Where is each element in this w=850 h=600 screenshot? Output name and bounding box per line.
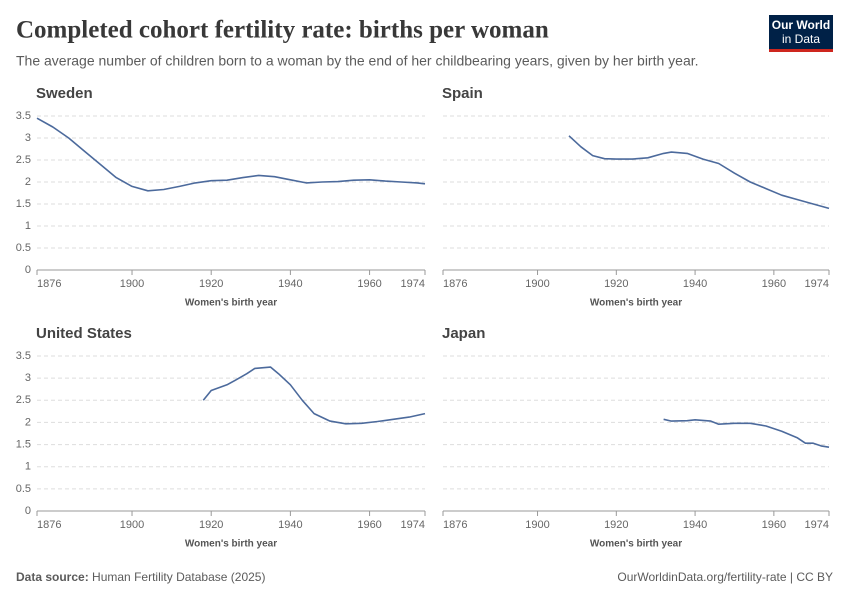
x-axis-label: Women's birth year bbox=[590, 298, 682, 309]
logo-bar bbox=[769, 49, 833, 52]
x-tick-label: 1920 bbox=[604, 519, 628, 531]
page-subtitle: The average number of children born to a… bbox=[16, 53, 699, 69]
y-tick-label: 3 bbox=[25, 372, 31, 384]
y-tick-label: 2 bbox=[25, 416, 31, 428]
source-label: Data source: bbox=[16, 570, 89, 584]
panel-title: United States bbox=[36, 325, 132, 342]
x-tick-label: 1974 bbox=[401, 278, 425, 290]
data-line bbox=[663, 418, 830, 448]
y-tick-label: 3.5 bbox=[16, 350, 31, 362]
x-tick-label: 1900 bbox=[525, 519, 549, 531]
x-tick-label: 1920 bbox=[199, 278, 223, 290]
x-tick-label: 1920 bbox=[604, 278, 628, 290]
logo-text: in Data bbox=[782, 32, 820, 46]
y-tick-label: 2 bbox=[25, 176, 31, 188]
panel-title: Japan bbox=[442, 325, 485, 342]
x-tick-label: 1900 bbox=[525, 278, 549, 290]
y-tick-label: 0.5 bbox=[16, 242, 31, 254]
source: Data source: Human Fertility Database (2… bbox=[16, 570, 265, 584]
logo-text: Our World bbox=[772, 18, 830, 32]
y-tick-label: 3.5 bbox=[16, 110, 31, 122]
x-axis-label: Women's birth year bbox=[185, 298, 277, 309]
panel-title: Sweden bbox=[36, 85, 93, 102]
panel-title: Spain bbox=[442, 85, 483, 102]
x-tick-label: 1876 bbox=[37, 278, 61, 290]
y-tick-label: 1 bbox=[25, 220, 31, 232]
logo[interactable]: Our World in Data bbox=[769, 15, 833, 52]
x-tick-label: 1940 bbox=[278, 278, 302, 290]
x-tick-label: 1940 bbox=[683, 519, 707, 531]
y-tick-label: 1.5 bbox=[16, 198, 31, 210]
x-tick-label: 1974 bbox=[401, 519, 425, 531]
x-axis-label: Women's birth year bbox=[185, 539, 277, 550]
logo-box bbox=[769, 15, 833, 52]
x-tick-label: 1876 bbox=[443, 519, 467, 531]
x-tick-label: 1900 bbox=[120, 519, 144, 531]
url[interactable]: OurWorldinData.org/fertility-rate | CC B… bbox=[617, 570, 833, 584]
x-tick-label: 1940 bbox=[683, 278, 707, 290]
x-tick-label: 1940 bbox=[278, 519, 302, 531]
x-tick-label: 1876 bbox=[37, 519, 61, 531]
x-tick-label: 1876 bbox=[443, 278, 467, 290]
x-tick-label: 1960 bbox=[762, 519, 786, 531]
data-line bbox=[202, 366, 426, 425]
x-tick-label: 1960 bbox=[357, 278, 381, 290]
y-tick-label: 3 bbox=[25, 132, 31, 144]
x-tick-label: 1974 bbox=[805, 519, 829, 531]
source-value: Human Fertility Database (2025) bbox=[92, 570, 265, 584]
y-tick-label: 2.5 bbox=[16, 394, 31, 406]
y-tick-label: 1 bbox=[25, 461, 31, 473]
data-line bbox=[568, 135, 830, 210]
x-tick-label: 1920 bbox=[199, 519, 223, 531]
y-tick-label: 1.5 bbox=[16, 438, 31, 450]
page-title: Completed cohort fertility rate: births … bbox=[16, 17, 549, 44]
x-tick-label: 1960 bbox=[762, 278, 786, 290]
x-axis-label: Women's birth year bbox=[590, 539, 682, 550]
y-tick-label: 0.5 bbox=[16, 483, 31, 495]
x-tick-label: 1900 bbox=[120, 278, 144, 290]
y-tick-label: 2.5 bbox=[16, 154, 31, 166]
data-line bbox=[36, 117, 426, 192]
y-tick-label: 0 bbox=[25, 505, 31, 517]
y-tick-label: 0 bbox=[25, 264, 31, 276]
x-tick-label: 1974 bbox=[805, 278, 829, 290]
x-tick-label: 1960 bbox=[357, 519, 381, 531]
